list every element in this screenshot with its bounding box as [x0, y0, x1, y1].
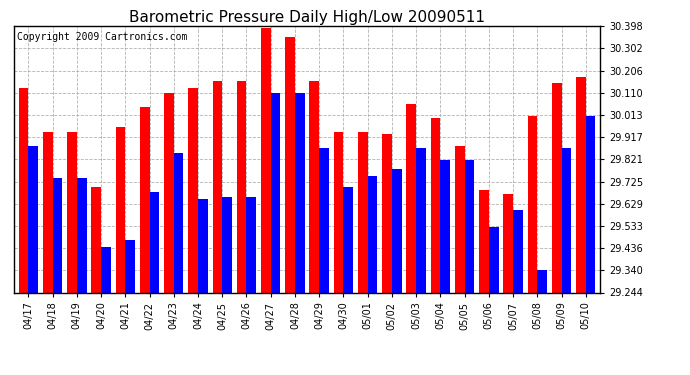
Bar [140, 106, 150, 292]
Bar [43, 132, 52, 292]
Bar [174, 153, 184, 292]
Bar [261, 28, 270, 292]
Bar [222, 196, 232, 292]
Bar [295, 93, 304, 292]
Bar [489, 226, 498, 292]
Bar [334, 132, 344, 292]
Bar [504, 194, 513, 292]
Bar [101, 247, 110, 292]
Text: Copyright 2009 Cartronics.com: Copyright 2009 Cartronics.com [17, 32, 187, 42]
Bar [406, 104, 416, 292]
Bar [392, 169, 402, 292]
Bar [562, 148, 571, 292]
Bar [150, 192, 159, 292]
Bar [116, 127, 126, 292]
Bar [28, 146, 38, 292]
Bar [368, 176, 377, 292]
Bar [455, 146, 464, 292]
Bar [310, 81, 319, 292]
Bar [91, 187, 101, 292]
Bar [416, 148, 426, 292]
Bar [479, 190, 489, 292]
Bar [19, 88, 28, 292]
Bar [164, 93, 174, 292]
Bar [52, 178, 62, 292]
Bar [586, 116, 595, 292]
Bar [440, 160, 450, 292]
Bar [576, 76, 586, 292]
Bar [528, 116, 538, 292]
Bar [77, 178, 86, 292]
Bar [319, 148, 329, 292]
Bar [126, 240, 135, 292]
Bar [431, 118, 440, 292]
Bar [538, 270, 547, 292]
Bar [237, 81, 246, 292]
Bar [513, 210, 523, 292]
Bar [358, 132, 368, 292]
Bar [344, 187, 353, 292]
Bar [270, 93, 280, 292]
Title: Barometric Pressure Daily High/Low 20090511: Barometric Pressure Daily High/Low 20090… [129, 10, 485, 25]
Bar [464, 160, 474, 292]
Bar [188, 88, 198, 292]
Bar [67, 132, 77, 292]
Bar [213, 81, 222, 292]
Bar [285, 38, 295, 292]
Bar [552, 84, 562, 292]
Bar [246, 196, 256, 292]
Bar [382, 134, 392, 292]
Bar [198, 199, 208, 292]
